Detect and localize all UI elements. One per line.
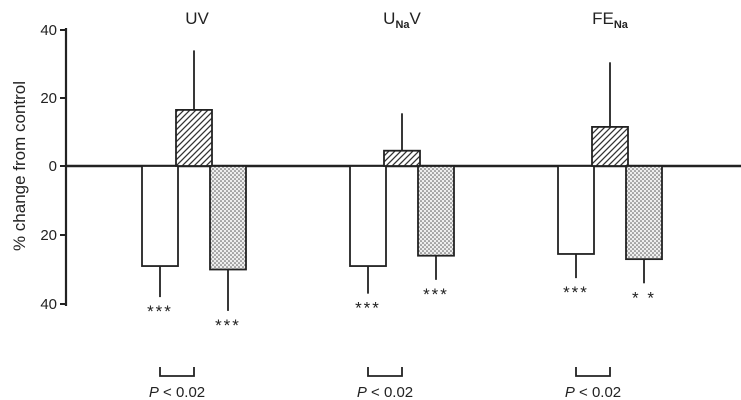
y-tick-label-0: 40: [40, 22, 57, 39]
p-value-label-0: P < 0.02: [149, 384, 205, 400]
labels-layer: *** *** UV P < 0.02 *** *** UNaV P < 0.02 *** * *…: [147, 9, 656, 400]
significance-label-1-2: ***: [423, 285, 449, 304]
comparison-bracket-0: [159, 367, 195, 377]
y-tick-label-1: 20: [40, 90, 57, 107]
group-label-2: FENa: [592, 9, 629, 31]
y-tick-label-2: 0: [49, 158, 57, 175]
p-value-label-2: P < 0.02: [565, 384, 621, 400]
bars-layer: [141, 50, 663, 311]
significance-label-0-2: ***: [215, 316, 241, 335]
y-tick-label-3: 20: [40, 227, 57, 244]
p-value-label-1: P < 0.02: [357, 384, 413, 400]
group-label-1: UNaV: [383, 9, 421, 31]
bar-2-hatched: [591, 126, 629, 167]
group-label-0: UV: [185, 9, 209, 28]
bar-1-dotted: [417, 165, 455, 257]
significance-label-0-0: ***: [147, 302, 173, 321]
bar-0-open: [141, 165, 179, 267]
bar-1-hatched: [383, 149, 421, 167]
bar-0-hatched: [175, 109, 213, 167]
bar-2-dotted: [625, 165, 663, 261]
y-tick-label-4: 40: [40, 296, 57, 313]
y-axis-title: % change from control: [10, 81, 29, 251]
significance-label-2-2: * *: [632, 288, 656, 307]
significance-label-2-0: ***: [563, 283, 589, 302]
bar-1-open: [349, 165, 387, 267]
bar-0-dotted: [209, 165, 247, 271]
bar-2-open: [557, 165, 595, 255]
significance-label-1-0: ***: [355, 299, 381, 318]
comparison-bracket-1: [367, 367, 403, 377]
comparison-bracket-2: [575, 367, 611, 377]
